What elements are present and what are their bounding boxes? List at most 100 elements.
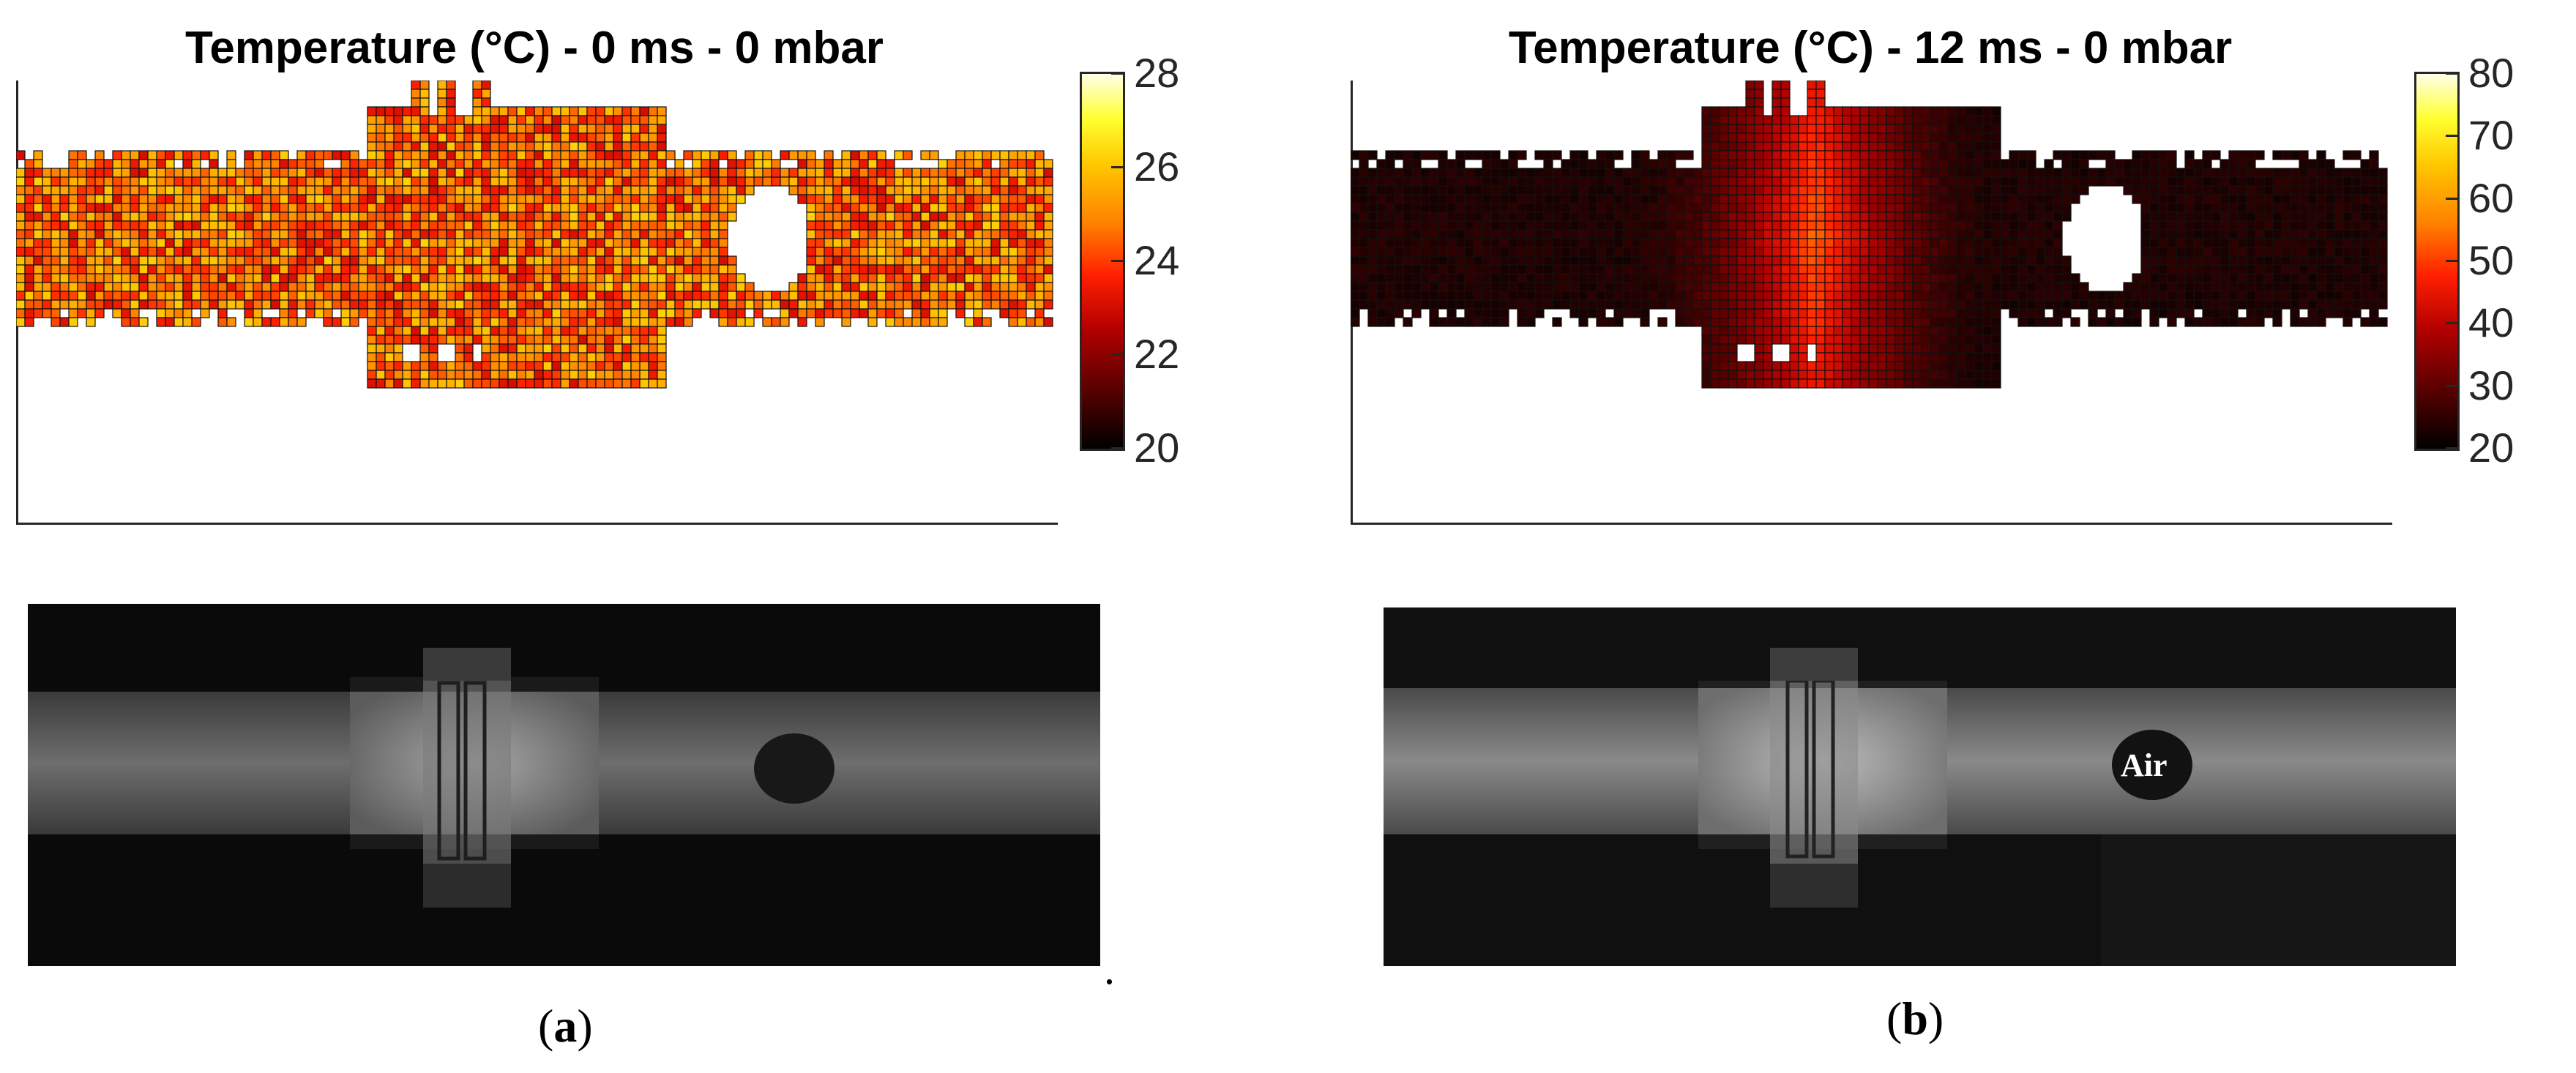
heatmap-cell xyxy=(613,282,623,292)
heatmap-cell xyxy=(903,212,913,222)
heatmap-cell xyxy=(1394,168,1404,178)
heatmap-cell xyxy=(68,220,78,231)
heatmap-cell xyxy=(1754,326,1764,336)
heatmap-cell xyxy=(920,185,930,195)
heatmap-cell xyxy=(604,299,614,310)
heatmap-cell xyxy=(718,185,728,195)
heatmap-cell xyxy=(1728,308,1738,318)
heatmap-cell xyxy=(314,212,324,222)
heatmap-cell xyxy=(314,264,324,274)
heatmap-cell xyxy=(1833,194,1843,204)
heatmap-cell xyxy=(1631,212,1641,222)
heatmap-cell xyxy=(411,282,421,292)
heatmap-cell xyxy=(138,282,149,292)
heatmap-cell xyxy=(2237,247,2247,257)
heatmap-cell xyxy=(850,247,860,257)
heatmap-cell xyxy=(1701,203,1711,213)
heatmap-cell xyxy=(51,247,61,257)
heatmap-cell xyxy=(999,212,1009,222)
heatmap-cell xyxy=(411,124,421,134)
heatmap-cell xyxy=(51,168,61,178)
heatmap-cell xyxy=(1351,317,1360,327)
heatmap-cell xyxy=(367,255,377,266)
colorbar-tick-label: 20 xyxy=(1134,425,1180,471)
heatmap-cell xyxy=(103,264,113,274)
heatmap-cell xyxy=(1728,273,1738,283)
heatmap-cell xyxy=(59,247,70,257)
heatmap-cell xyxy=(2316,220,2326,231)
heatmap-cell xyxy=(1842,220,1852,231)
heatmap-cell xyxy=(2184,308,2195,318)
heatmap-cell xyxy=(841,229,851,239)
heatmap-cell xyxy=(270,273,280,283)
heatmap-cell xyxy=(525,220,535,231)
heatmap-cell xyxy=(1859,229,1870,239)
heatmap-cell xyxy=(2211,238,2221,248)
heatmap-cell xyxy=(1034,203,1045,213)
heatmap-cell xyxy=(1807,247,1817,257)
heatmap-cell xyxy=(499,106,509,116)
heatmap-cell xyxy=(1351,229,1360,239)
heatmap-cell xyxy=(463,194,474,204)
heatmap-cell xyxy=(156,273,166,283)
heatmap-cell xyxy=(2149,299,2159,310)
heatmap-cell xyxy=(77,229,87,239)
heatmap-cell xyxy=(1701,141,1711,152)
heatmap-cell xyxy=(973,212,983,222)
heatmap-cell xyxy=(472,247,482,257)
heatmap-cell xyxy=(955,159,966,169)
heatmap-cell xyxy=(859,159,869,169)
heatmap-cell xyxy=(1798,168,1808,178)
heatmap-cell xyxy=(894,273,904,283)
heatmap-cell xyxy=(929,238,939,248)
heatmap-cell xyxy=(393,343,403,354)
heatmap-cell xyxy=(191,247,201,257)
heatmap-cell xyxy=(1956,141,1966,152)
heatmap-cell xyxy=(2307,176,2318,187)
heatmap-cell xyxy=(1552,264,1562,274)
heatmap-cell xyxy=(455,203,465,213)
heatmap-cell xyxy=(1833,273,1843,283)
heatmap-cell xyxy=(1859,291,1870,301)
heatmap-cell xyxy=(1446,220,1457,231)
heatmap-cell xyxy=(964,194,974,204)
heatmap-cell xyxy=(1780,247,1791,257)
heatmap-cell xyxy=(200,220,210,231)
heatmap-cell xyxy=(569,378,579,389)
heatmap-cell xyxy=(472,238,482,248)
heatmap-cell xyxy=(437,308,447,318)
heatmap-cell xyxy=(2140,238,2151,248)
heatmap-cell xyxy=(762,150,772,160)
heatmap-cell xyxy=(314,229,324,239)
heatmap-cell xyxy=(648,273,658,283)
heatmap-cell xyxy=(1965,176,1975,187)
heatmap-cell xyxy=(815,255,825,266)
heatmap-cell xyxy=(279,194,289,204)
heatmap-cell xyxy=(1596,168,1606,178)
heatmap-cell xyxy=(1640,299,1650,310)
heatmap-cell xyxy=(147,264,157,274)
heatmap-cell xyxy=(182,176,193,187)
heatmap-cell xyxy=(1017,264,1027,274)
heatmap-cell xyxy=(1561,299,1571,310)
heatmap-cell xyxy=(2255,168,2265,178)
heatmap-cell xyxy=(1385,185,1395,195)
heatmap-cell xyxy=(1578,282,1588,292)
heatmap-cell xyxy=(173,238,184,248)
heatmap-cell xyxy=(1043,176,1053,187)
heatmap-cell xyxy=(367,247,377,257)
heatmap-cell xyxy=(2369,212,2379,222)
heatmap-cell xyxy=(77,203,87,213)
heatmap-cell xyxy=(1930,238,1940,248)
heatmap-cell xyxy=(2035,212,2045,222)
heatmap-cell xyxy=(560,194,570,204)
heatmap-cell xyxy=(1359,168,1369,178)
heatmap-cell xyxy=(121,282,131,292)
heatmap-cell xyxy=(1903,273,1914,283)
heatmap-cell xyxy=(613,308,623,318)
heatmap-cell xyxy=(1710,326,1720,336)
heatmap-cell xyxy=(182,185,193,195)
heatmap-cell xyxy=(2140,299,2151,310)
heatmap-cell xyxy=(990,291,1001,301)
heatmap-cell xyxy=(2369,185,2379,195)
